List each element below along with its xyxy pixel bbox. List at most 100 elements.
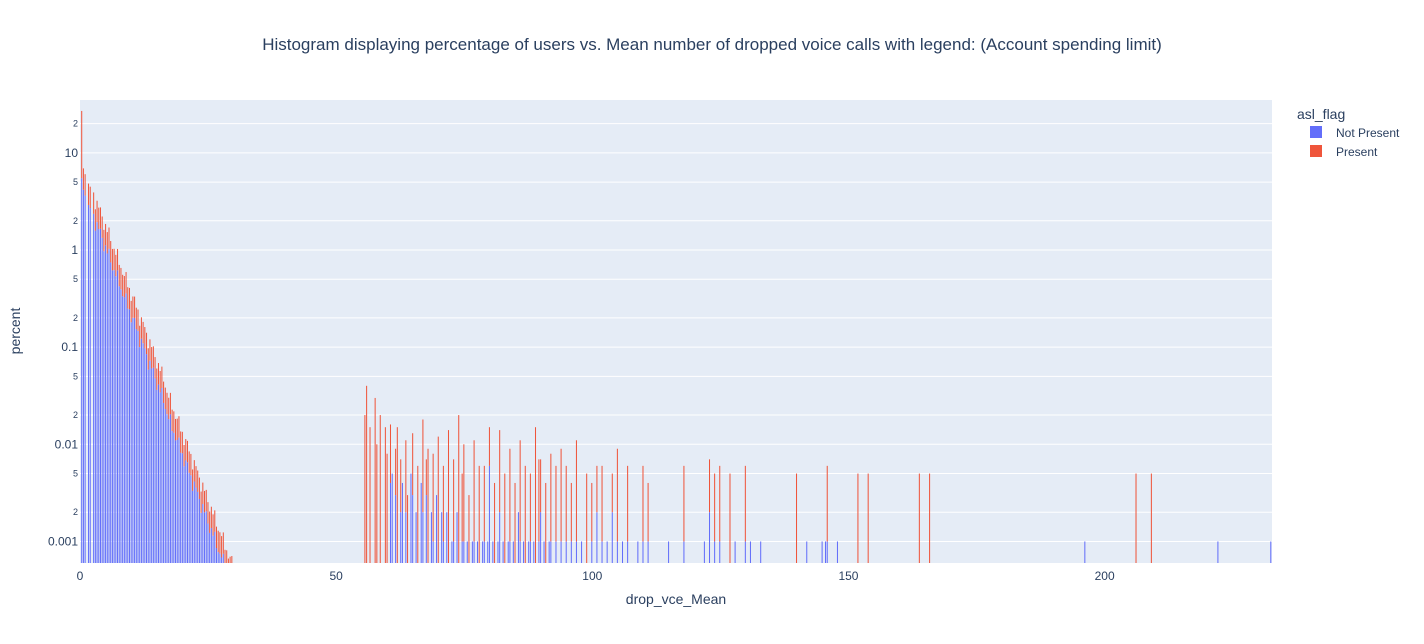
- bar-present: [190, 453, 192, 476]
- bar-not-present: [528, 541, 530, 563]
- bar-not-present: [168, 419, 170, 563]
- bar-present: [171, 409, 173, 432]
- bar-present: [386, 453, 388, 563]
- bar-not-present: [190, 475, 192, 563]
- bar-present: [709, 459, 711, 513]
- bar-present: [128, 287, 130, 310]
- bar-not-present: [523, 541, 525, 563]
- bar-present: [210, 506, 212, 529]
- bar-present: [524, 465, 526, 563]
- bar-not-present: [152, 367, 154, 563]
- bar-not-present: [668, 541, 670, 563]
- bar-present: [144, 327, 146, 349]
- bar-present: [826, 465, 828, 542]
- bar-not-present: [616, 541, 618, 563]
- bar-not-present: [744, 541, 746, 563]
- bar-present: [642, 465, 644, 542]
- bar-not-present: [181, 453, 183, 563]
- bar-present: [200, 491, 202, 513]
- bar-present: [918, 473, 920, 563]
- bar-not-present: [185, 460, 187, 563]
- bar-present: [229, 556, 231, 563]
- bar-present: [407, 495, 409, 563]
- bar-not-present: [134, 317, 136, 563]
- bar-present: [683, 465, 685, 542]
- bar-not-present: [113, 270, 115, 563]
- x-axis-ticks: 0 50 100 150 200: [77, 569, 1115, 583]
- legend-label-present: Present: [1336, 145, 1378, 159]
- bar-not-present: [111, 270, 113, 563]
- bar-not-present: [128, 309, 130, 563]
- bar-not-present: [647, 541, 649, 563]
- bar-present: [96, 200, 98, 223]
- bar-not-present: [209, 532, 211, 563]
- bar-not-present: [176, 439, 178, 563]
- bar-not-present: [548, 541, 550, 563]
- bar-not-present: [565, 541, 567, 563]
- bar-present: [389, 424, 392, 483]
- bar-present: [437, 436, 439, 563]
- bar-present: [134, 296, 136, 318]
- bar-not-present: [749, 541, 751, 563]
- bar-present: [857, 473, 859, 563]
- bar-present: [176, 418, 178, 440]
- bar-present: [195, 466, 197, 488]
- bar-not-present: [611, 512, 613, 563]
- bar-not-present: [103, 251, 105, 563]
- bar-not-present: [499, 512, 501, 563]
- bar-not-present: [507, 541, 509, 563]
- bar-present: [417, 465, 419, 563]
- bar-present: [1135, 473, 1137, 563]
- bar-present: [224, 549, 226, 563]
- bar-not-present: [186, 462, 188, 563]
- y-minor-tick-label: 2: [73, 507, 78, 517]
- bar-not-present: [127, 308, 129, 563]
- bar-not-present: [533, 541, 535, 563]
- bar-not-present: [543, 541, 545, 563]
- legend[interactable]: asl_flag Not Present Present: [1297, 106, 1400, 159]
- bar-not-present: [509, 541, 511, 563]
- bar-not-present: [164, 408, 166, 563]
- bar-not-present: [204, 512, 206, 563]
- legend-item-present[interactable]: Present: [1310, 145, 1378, 159]
- legend-item-not-present[interactable]: Not Present: [1310, 126, 1400, 140]
- bar-present: [744, 465, 746, 542]
- bar-not-present: [446, 512, 448, 563]
- bar-present: [1150, 473, 1152, 563]
- bar-not-present: [221, 557, 223, 563]
- bar-present: [565, 465, 567, 542]
- bar-not-present: [81, 178, 83, 564]
- bar-present: [627, 465, 629, 542]
- bar-present: [108, 227, 110, 249]
- bar-not-present: [451, 541, 453, 563]
- y-tick-label: 0.01: [55, 437, 79, 451]
- bar-not-present: [432, 541, 434, 563]
- bar-not-present: [157, 384, 159, 563]
- bar-not-present: [142, 343, 144, 563]
- bar-present: [468, 495, 470, 563]
- chart-title: Histogram displaying percentage of users…: [262, 35, 1162, 54]
- bar-present: [183, 444, 185, 467]
- bar-present: [529, 473, 531, 542]
- bar-present: [504, 473, 506, 563]
- legend-swatch-not-present: [1310, 126, 1322, 138]
- bar-not-present: [175, 440, 177, 563]
- bar-present: [130, 300, 132, 323]
- bar-not-present: [538, 541, 540, 563]
- bar-present: [157, 363, 159, 385]
- bar-present: [586, 473, 588, 563]
- bar-present: [123, 276, 125, 298]
- bar-not-present: [487, 541, 489, 563]
- x-tick-label: 150: [838, 569, 858, 583]
- bar-not-present: [94, 230, 96, 563]
- bar-present: [207, 502, 209, 524]
- bar-not-present: [422, 512, 424, 563]
- legend-swatch-present: [1310, 145, 1322, 157]
- bar-not-present: [488, 465, 490, 563]
- bar-present: [395, 448, 397, 496]
- bar-not-present: [96, 222, 98, 563]
- bar-present: [555, 465, 557, 542]
- bar-present: [215, 526, 217, 549]
- bar-not-present: [836, 541, 838, 563]
- bar-not-present: [139, 347, 141, 563]
